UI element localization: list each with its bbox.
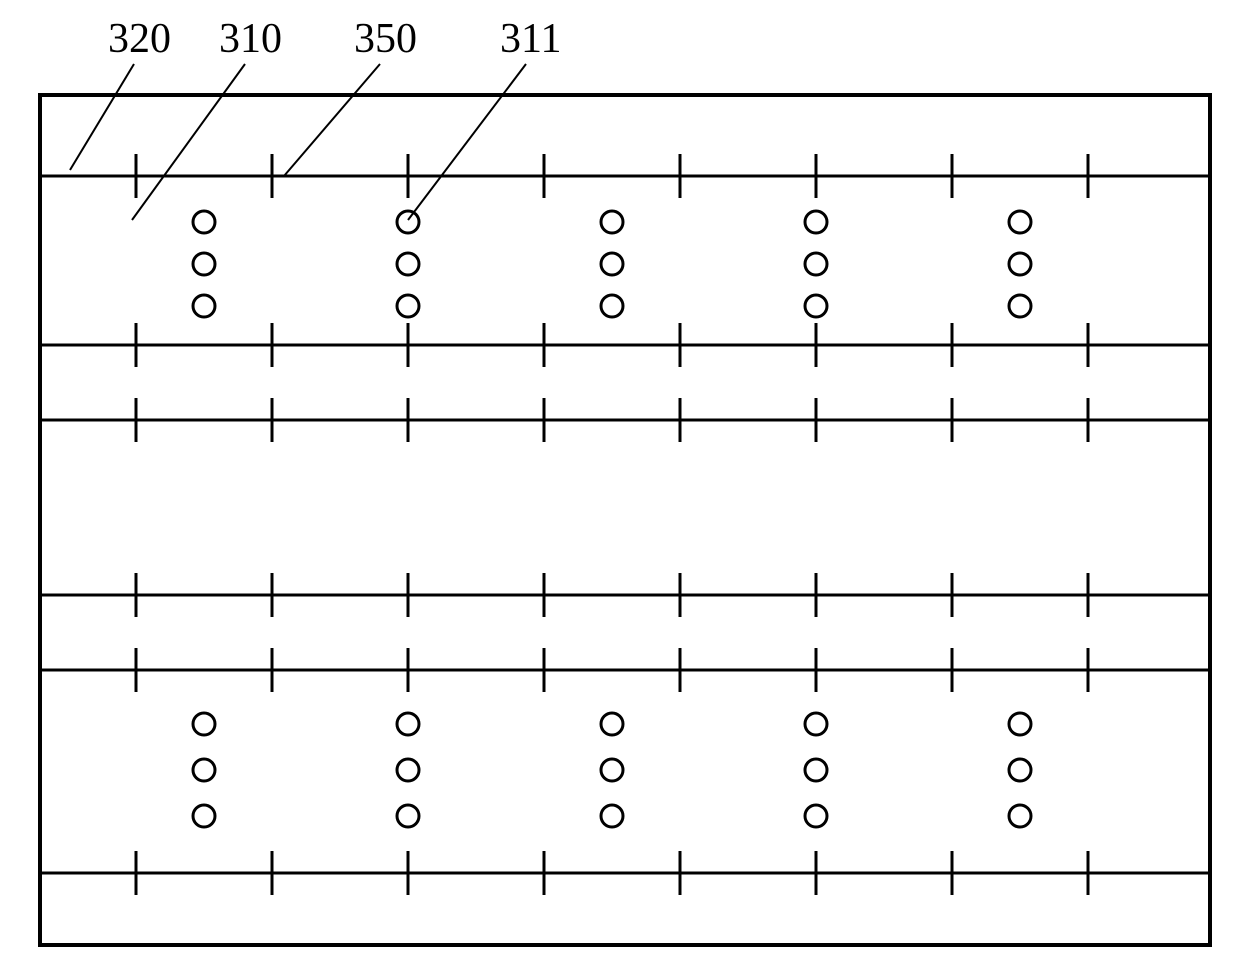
cross-marker (250, 851, 294, 895)
cross-marker (522, 573, 566, 617)
circle-marker (1009, 253, 1031, 275)
cross-marker (386, 323, 430, 367)
cross-marker (522, 648, 566, 692)
cross-marker (930, 573, 974, 617)
cross-marker (658, 398, 702, 442)
circle-marker (601, 295, 623, 317)
callout-leader-3 (408, 64, 526, 220)
circle-marker (805, 759, 827, 781)
circle-marker (1009, 759, 1031, 781)
circle-marker (601, 253, 623, 275)
circle-marker (805, 713, 827, 735)
circle-marker (397, 295, 419, 317)
cross-marker (114, 648, 158, 692)
cross-marker (522, 398, 566, 442)
cross-marker (250, 323, 294, 367)
circle-marker (397, 805, 419, 827)
cross-marker (1066, 573, 1110, 617)
circle-marker (1009, 805, 1031, 827)
callout-leader-1 (132, 64, 245, 220)
cross-marker (1066, 851, 1110, 895)
cross-marker (386, 851, 430, 895)
diagram-svg (0, 0, 1240, 967)
cross-marker (1066, 398, 1110, 442)
circle-marker (805, 805, 827, 827)
circle-marker (397, 211, 419, 233)
cross-marker (1066, 648, 1110, 692)
circle-marker (193, 253, 215, 275)
circle-marker (193, 295, 215, 317)
cross-marker (658, 851, 702, 895)
callout-label: 320 (108, 15, 171, 63)
cross-marker (658, 648, 702, 692)
circle-marker (601, 713, 623, 735)
callout-label: 311 (500, 15, 561, 63)
cross-marker (794, 323, 838, 367)
circle-marker (193, 713, 215, 735)
cross-marker (930, 323, 974, 367)
circle-marker (1009, 295, 1031, 317)
cross-marker (114, 154, 158, 198)
callout-label: 350 (354, 15, 417, 63)
circle-marker (193, 805, 215, 827)
circle-marker (601, 805, 623, 827)
callout-leader-2 (284, 64, 380, 176)
circle-marker (397, 253, 419, 275)
cross-marker (522, 154, 566, 198)
cross-marker (386, 154, 430, 198)
cross-marker (250, 648, 294, 692)
cross-marker (930, 398, 974, 442)
cross-marker (1066, 323, 1110, 367)
cross-marker (114, 323, 158, 367)
cross-marker (658, 573, 702, 617)
cross-marker (250, 573, 294, 617)
cross-marker (794, 648, 838, 692)
circle-marker (193, 211, 215, 233)
circle-marker (805, 211, 827, 233)
cross-marker (930, 154, 974, 198)
cross-marker (658, 154, 702, 198)
circle-marker (397, 713, 419, 735)
circle-marker (397, 759, 419, 781)
cross-marker (794, 573, 838, 617)
callout-label: 310 (219, 15, 282, 63)
cross-marker (386, 573, 430, 617)
cross-marker (250, 398, 294, 442)
cross-marker (522, 323, 566, 367)
cross-marker (250, 154, 294, 198)
circle-marker (1009, 713, 1031, 735)
cross-marker (386, 398, 430, 442)
cross-marker (658, 323, 702, 367)
cross-marker (522, 851, 566, 895)
diagram-root: 320 310 350 311 (0, 0, 1240, 967)
cross-marker (386, 648, 430, 692)
cross-marker (794, 398, 838, 442)
circle-marker (601, 211, 623, 233)
circle-marker (193, 759, 215, 781)
circle-marker (601, 759, 623, 781)
cross-marker (930, 648, 974, 692)
cross-marker (930, 851, 974, 895)
callout-leader-0 (70, 64, 134, 170)
circle-marker (805, 253, 827, 275)
cross-marker (114, 573, 158, 617)
circle-marker (1009, 211, 1031, 233)
cross-marker (114, 851, 158, 895)
circle-marker (805, 295, 827, 317)
cross-marker (1066, 154, 1110, 198)
cross-marker (794, 154, 838, 198)
cross-marker (794, 851, 838, 895)
cross-marker (114, 398, 158, 442)
